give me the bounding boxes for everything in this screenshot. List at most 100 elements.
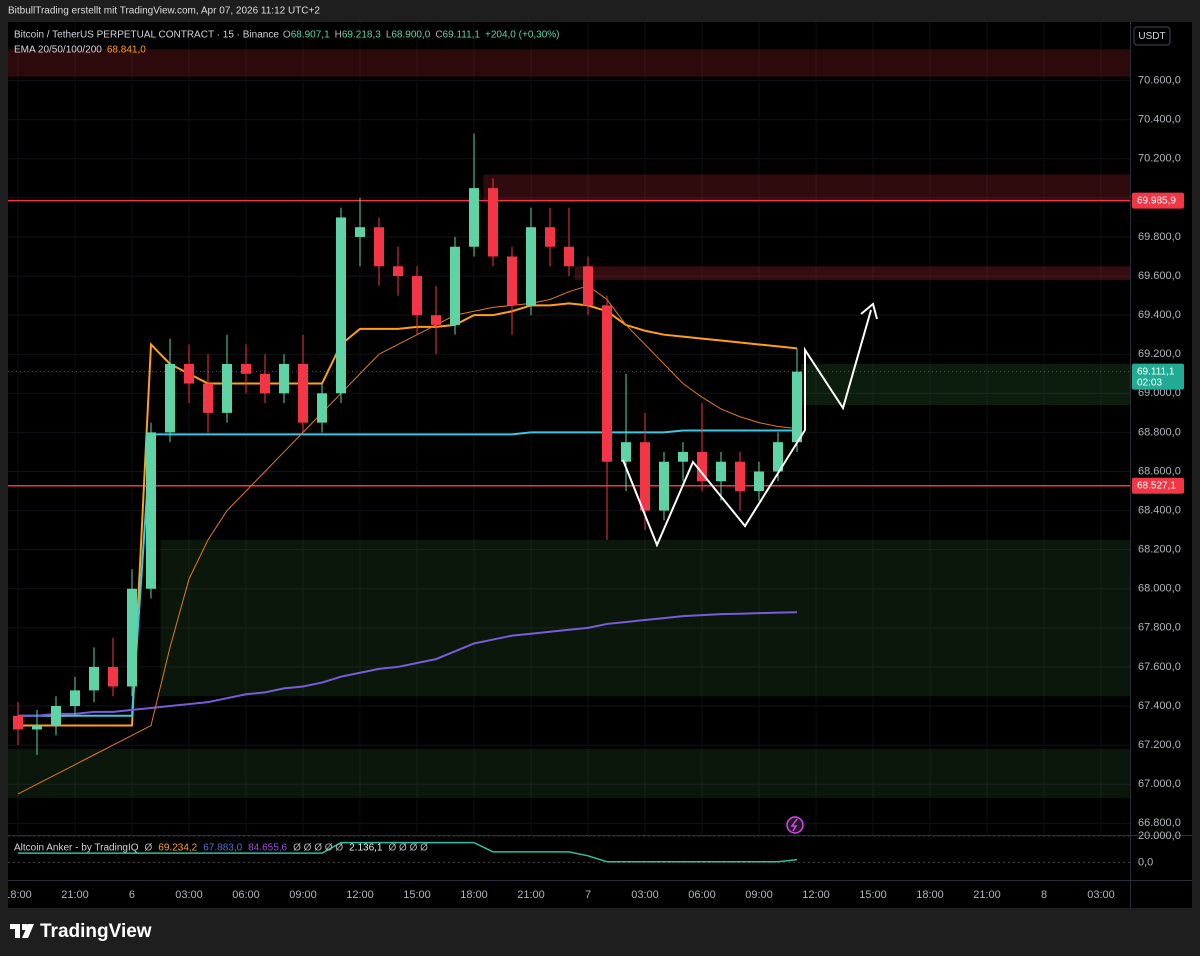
indicator-tick-label: 0,0	[1138, 856, 1153, 868]
indicator-tick-label: 20.000,0	[1138, 830, 1181, 842]
candle-body	[525, 227, 536, 306]
y-tick-label: 68.800,0	[1138, 426, 1181, 438]
candle-body	[678, 451, 689, 462]
candle-body	[449, 246, 460, 325]
candle-body	[659, 461, 670, 511]
x-tick-label: 09:00	[289, 889, 317, 901]
indicator-title: Altcoin Anker - by TradingIQ	[14, 843, 139, 854]
x-tick-label: 18:00	[916, 889, 944, 901]
price-tag	[1132, 192, 1184, 209]
ema-line	[17, 611, 798, 717]
x-tick-label: 8	[1041, 889, 1047, 901]
candle-body	[297, 364, 308, 423]
change: +204,0 (+0,30%)	[485, 30, 560, 41]
x-tick-label: 06:00	[688, 889, 716, 901]
candle-body	[392, 266, 403, 277]
candle-body	[506, 256, 517, 306]
zone	[8, 49, 1130, 77]
candle-body	[259, 373, 270, 394]
candle-body	[221, 364, 232, 413]
ema-line	[17, 302, 798, 727]
candle-body	[316, 393, 327, 423]
currency-button[interactable]	[1133, 26, 1171, 46]
candle-body	[468, 188, 479, 247]
candle-body	[716, 461, 727, 482]
x-tick-label: 18:00	[460, 889, 488, 901]
candle-body	[564, 246, 574, 267]
y-tick-label: 66.800,0	[1138, 817, 1181, 829]
x-tick-label: 12:00	[346, 889, 374, 901]
y-tick-label: 69.000,0	[1138, 387, 1181, 399]
x-tick-label: 7	[585, 889, 591, 901]
candle-body	[164, 364, 175, 433]
brand: TradingView	[40, 921, 152, 942]
indicator-value: 84.655,6	[248, 843, 287, 854]
candle-body	[183, 364, 194, 384]
x-tick-label: 18:00	[4, 889, 32, 901]
y-tick-label: 68.400,0	[1138, 504, 1181, 516]
candle-body	[335, 217, 346, 394]
price-tag-timer: 02:03	[1137, 377, 1162, 388]
currency[interactable]: USDT	[1138, 31, 1165, 42]
candle-body	[792, 371, 803, 443]
candle-body	[544, 227, 555, 247]
ohlc-value: 69.111,1	[443, 30, 481, 41]
candle-body	[640, 442, 651, 511]
candle-body	[602, 305, 613, 462]
candle-body	[411, 276, 422, 316]
indicator-pane	[8, 836, 1130, 863]
y-tick-label: 70.200,0	[1138, 153, 1181, 165]
ohlc-key: C	[435, 30, 442, 41]
indicator-value: Ø Ø Ø Ø	[389, 843, 429, 854]
chart-area	[8, 22, 1192, 908]
time-axis: 18:00 21:00 6 03:00 06:00 09:00 12:00 15:00 18:0…	[4, 889, 1115, 901]
candle-body	[145, 432, 156, 589]
candle-body	[31, 725, 42, 730]
x-tick-label: 6	[129, 889, 135, 901]
logo-icon	[10, 924, 34, 938]
x-tick-label: 03:00	[175, 889, 203, 901]
ema-label: EMA 20/50/100/200	[14, 45, 102, 56]
y-tick-label: 68.000,0	[1138, 583, 1181, 595]
candle-body	[69, 690, 80, 707]
candle-body	[583, 266, 594, 306]
y-tick-label: 69.200,0	[1138, 348, 1181, 360]
ohlc-value: 68.900,0	[391, 30, 430, 41]
alert-icon[interactable]	[786, 816, 804, 834]
zone	[800, 364, 1130, 406]
drawing	[622, 302, 878, 834]
y-tick-label: 67.600,0	[1138, 661, 1181, 673]
x-tick-label: 03:00	[1087, 889, 1115, 901]
candle-body	[12, 715, 23, 730]
indicator-value: Ø Ø Ø Ø Ø	[293, 843, 343, 854]
y-tick-label: 68.600,0	[1138, 465, 1181, 477]
candle-body	[278, 364, 289, 394]
main-pane	[8, 22, 1130, 835]
y-tick-label: 68.200,0	[1138, 544, 1181, 556]
candle-body	[126, 588, 137, 687]
candle-body	[202, 383, 213, 413]
candle-body	[697, 451, 708, 482]
y-tick-label: 67.000,0	[1138, 778, 1181, 790]
y-tick-label: 70.600,0	[1138, 75, 1181, 87]
candle-body	[240, 364, 251, 374]
price-tag-label: 68.527,1	[1137, 480, 1176, 491]
header-text: BitbullTrading erstellt mit TradingView.…	[8, 6, 320, 17]
ema-line	[17, 285, 798, 795]
y-tick-label: 67.200,0	[1138, 739, 1181, 751]
indicator-value: 67.883,0	[203, 843, 242, 854]
zone	[574, 266, 1130, 280]
price-tag-label: 69.111,1	[1137, 366, 1175, 377]
zone	[483, 174, 1130, 202]
zone	[8, 749, 1130, 798]
y-tick-label: 69.800,0	[1138, 231, 1181, 243]
footer-logo: TradingView	[10, 921, 152, 942]
ohlc-key: H	[335, 30, 342, 41]
candle-body	[50, 706, 61, 726]
ohlc-key: L	[386, 30, 392, 41]
indicator-value: 69.234,2	[158, 843, 197, 854]
price-axis: 66.800,0 67.000,0 67.200,0 67.400,0 67.600,0…	[1132, 75, 1184, 868]
price-tag	[1132, 363, 1184, 390]
candle-body	[88, 666, 99, 691]
